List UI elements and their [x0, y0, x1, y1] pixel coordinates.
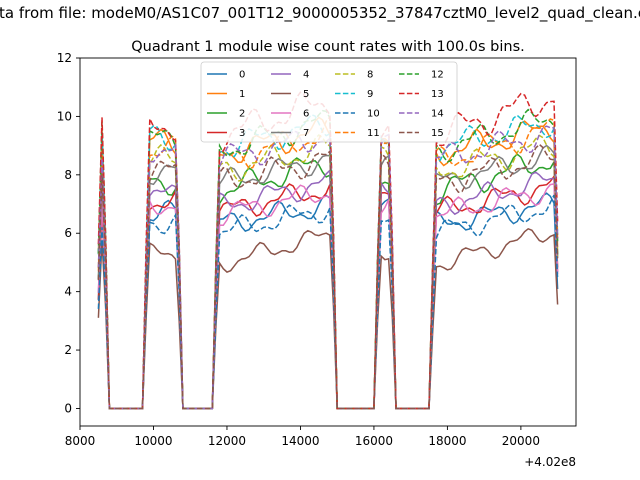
series-line-10	[97, 194, 559, 410]
chart-title: Quadrant 1 module wise count rates with …	[131, 39, 525, 55]
legend-label-0: 0	[239, 70, 245, 81]
y-tick-label: 6	[64, 226, 72, 240]
legend-label-6: 6	[303, 109, 309, 120]
series-line-3	[97, 174, 559, 410]
series-line-6	[97, 183, 559, 410]
legend-label-11: 11	[367, 128, 380, 139]
x-tick-label: 10000	[134, 434, 172, 448]
legend-label-3: 3	[239, 128, 245, 139]
x-offset-label: +4.02e8	[524, 455, 576, 469]
x-tick-label: 12000	[208, 434, 246, 448]
figure-suptitle: Data from file: modeM0/AS1C07_001T12_900…	[0, 4, 640, 23]
y-tick-label: 12	[57, 51, 72, 65]
y-tick-label: 4	[64, 285, 72, 299]
series-line-15	[97, 143, 559, 410]
legend-label-4: 4	[303, 70, 309, 81]
x-tick-label: 16000	[355, 434, 393, 448]
legend-label-15: 15	[431, 128, 444, 139]
legend-label-7: 7	[303, 128, 309, 139]
y-tick-label: 0	[64, 401, 72, 415]
legend-label-10: 10	[367, 109, 380, 120]
series-line-5	[97, 227, 559, 410]
y-tick-label: 8	[64, 168, 72, 182]
y-tick-label: 10	[57, 109, 72, 123]
legend-label-8: 8	[367, 70, 373, 81]
x-tick-label: 18000	[428, 434, 466, 448]
legend-label-12: 12	[431, 70, 444, 81]
legend-label-2: 2	[239, 109, 245, 120]
legend-box	[200, 61, 458, 143]
series-line-11	[97, 115, 559, 410]
legend-label-5: 5	[303, 89, 309, 100]
legend-label-14: 14	[431, 109, 444, 120]
x-tick-label: 20000	[502, 434, 540, 448]
y-tick-label: 2	[64, 343, 72, 357]
legend-label-1: 1	[239, 89, 245, 100]
series-line-4	[97, 168, 559, 410]
legend-label-9: 9	[367, 89, 373, 100]
legend-label-13: 13	[431, 89, 444, 100]
axes-layer: 8000 10000 12000 14000 16000 18000 20000 0 2 4 6 8 1…	[57, 51, 577, 448]
plot-frame	[79, 57, 577, 427]
x-tick-label: 14000	[281, 434, 319, 448]
x-tick-label: 8000	[65, 434, 96, 448]
series-line-8	[97, 134, 559, 410]
